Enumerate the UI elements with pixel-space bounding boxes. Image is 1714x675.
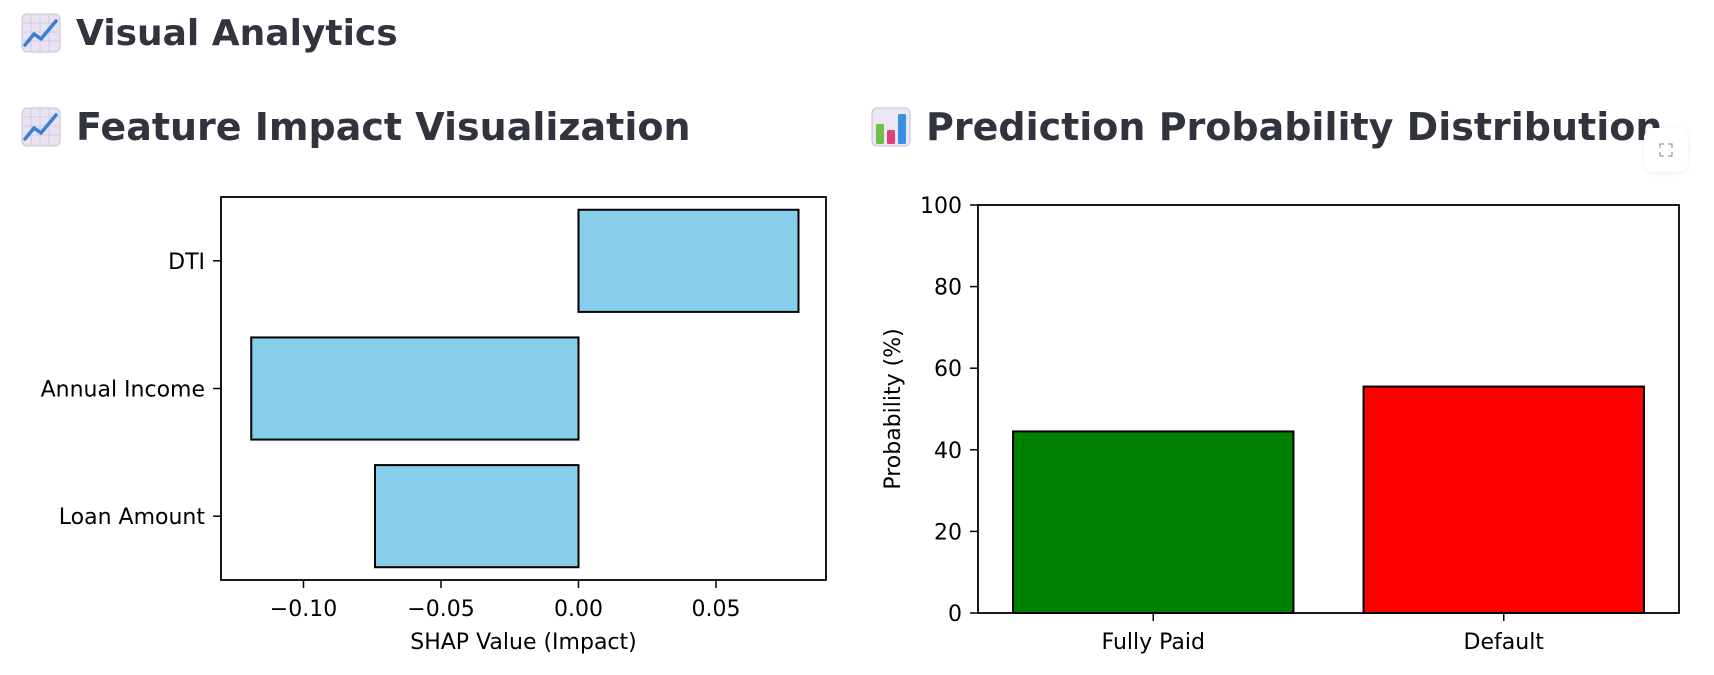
page-title-text: Visual Analytics bbox=[76, 12, 398, 54]
x-tick-label: Fully Paid bbox=[1102, 630, 1205, 655]
y-tick-label: 80 bbox=[934, 276, 962, 301]
section-title-text: Feature Impact Visualization bbox=[76, 105, 691, 149]
section-title-probability: Prediction Probability Distribution bbox=[870, 105, 1662, 149]
y-tick-label: 60 bbox=[934, 357, 962, 382]
probability-chart: Fully Paid Default 0 20 40 60 80 100 Probability… bbox=[860, 180, 1714, 670]
section-title-text: Prediction Probability Distribution bbox=[926, 105, 1663, 149]
y-tick-label: Loan Amount bbox=[59, 505, 206, 530]
y-tick-label: 0 bbox=[948, 602, 962, 627]
y-tick-label: 100 bbox=[920, 194, 962, 219]
x-tick-label: −0.05 bbox=[407, 597, 474, 622]
bar-dti bbox=[577, 208, 800, 313]
feature-impact-chart: DTI Annual Income Loan Amount −0.10 −0.05 0.0… bbox=[0, 180, 860, 670]
bar-default bbox=[1362, 385, 1645, 614]
bar-loan-amount bbox=[374, 464, 580, 569]
x-tick-label: 0.05 bbox=[692, 597, 741, 622]
x-axis-label: SHAP Value (Impact) bbox=[410, 630, 636, 655]
x-tick-label: Default bbox=[1464, 630, 1545, 655]
fullscreen-icon bbox=[1659, 143, 1673, 157]
y-tick-label: Annual Income bbox=[41, 378, 205, 403]
y-tick-label: 20 bbox=[934, 520, 962, 545]
x-tick-label: 0.00 bbox=[554, 597, 603, 622]
bar-chart-icon bbox=[871, 107, 911, 147]
axes-frame bbox=[977, 204, 1680, 614]
fullscreen-button[interactable] bbox=[1644, 128, 1688, 172]
y-tick-label: 40 bbox=[934, 439, 962, 464]
chart-increasing-icon bbox=[21, 107, 61, 147]
page-title: Visual Analytics bbox=[20, 12, 398, 54]
axes-frame bbox=[220, 196, 827, 581]
chart-increasing-icon bbox=[21, 13, 61, 53]
bar-annual-income bbox=[250, 336, 580, 441]
y-tick-label: DTI bbox=[168, 250, 205, 275]
y-axis-label: Probability (%) bbox=[881, 328, 906, 489]
x-tick-label: −0.10 bbox=[270, 597, 337, 622]
section-title-feature-impact: Feature Impact Visualization bbox=[20, 105, 691, 149]
bar-fully-paid bbox=[1012, 430, 1295, 614]
